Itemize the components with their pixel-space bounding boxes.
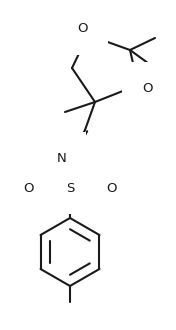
Text: O: O <box>24 182 34 194</box>
Text: S: S <box>66 182 74 194</box>
Text: O: O <box>77 22 88 36</box>
Text: O: O <box>106 182 117 194</box>
Text: O: O <box>142 82 152 94</box>
Text: N: N <box>56 151 66 164</box>
